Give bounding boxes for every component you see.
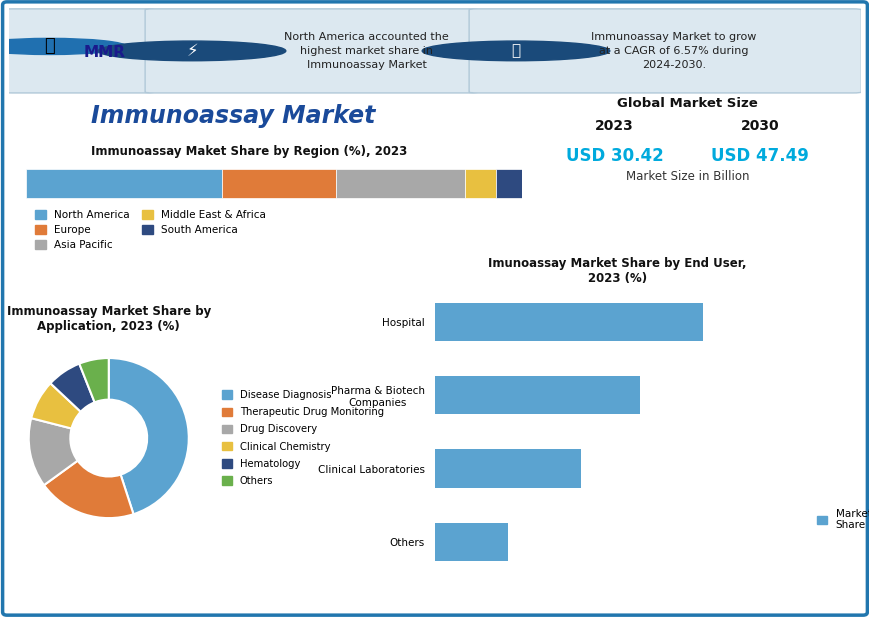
Text: 🌐: 🌐 bbox=[44, 38, 55, 56]
Text: Immunoassay Market: Immunoassay Market bbox=[90, 104, 375, 128]
Text: Immunoassay Market to grow
at a CAGR of 6.57% during
2024-2030.: Immunoassay Market to grow at a CAGR of … bbox=[590, 32, 755, 70]
Legend: North America, Europe, Asia Pacific, Middle East & Africa, South America: North America, Europe, Asia Pacific, Mid… bbox=[31, 205, 270, 254]
Text: USD 30.42: USD 30.42 bbox=[565, 147, 663, 165]
Bar bbox=[465, 169, 495, 198]
Text: USD 47.49: USD 47.49 bbox=[710, 147, 808, 165]
Legend: Disease Diagnosis, Therapeutic Drug Monitoring, Drug Discovery, Clinical Chemist: Disease Diagnosis, Therapeutic Drug Moni… bbox=[217, 386, 388, 490]
Bar bbox=[335, 169, 465, 198]
Text: 2023: 2023 bbox=[594, 119, 634, 133]
Text: Immunoassay Maket Share by Region (%), 2023: Immunoassay Maket Share by Region (%), 2… bbox=[91, 144, 407, 158]
Bar bbox=[434, 450, 580, 487]
Wedge shape bbox=[31, 383, 81, 429]
Title: Immunoassay Market Share by
Application, 2023 (%): Immunoassay Market Share by Application,… bbox=[7, 305, 210, 333]
Text: Market Size in Billion: Market Size in Billion bbox=[625, 170, 748, 183]
Bar bbox=[434, 303, 702, 341]
Bar bbox=[495, 169, 521, 198]
Wedge shape bbox=[29, 418, 77, 485]
Wedge shape bbox=[44, 461, 133, 518]
Title: Imunoassay Market Share by End User,
2023 (%): Imunoassay Market Share by End User, 202… bbox=[488, 257, 746, 284]
Wedge shape bbox=[79, 358, 109, 402]
FancyBboxPatch shape bbox=[468, 9, 860, 93]
Text: ⚡: ⚡ bbox=[186, 42, 197, 60]
Circle shape bbox=[421, 41, 609, 60]
Text: 2030: 2030 bbox=[740, 119, 779, 133]
Wedge shape bbox=[50, 363, 95, 412]
Text: 🔥: 🔥 bbox=[511, 43, 520, 59]
FancyBboxPatch shape bbox=[145, 9, 477, 93]
Bar bbox=[222, 169, 335, 198]
Text: North America accounted the
highest market share in
Immunoassay Market: North America accounted the highest mark… bbox=[284, 32, 448, 70]
Circle shape bbox=[98, 41, 285, 60]
Bar bbox=[434, 523, 507, 561]
Circle shape bbox=[0, 38, 126, 54]
Wedge shape bbox=[109, 358, 189, 514]
Text: Global Market Size: Global Market Size bbox=[616, 97, 757, 110]
Legend: Market
Share: Market Share bbox=[812, 505, 869, 534]
FancyBboxPatch shape bbox=[4, 9, 154, 93]
Text: MMR: MMR bbox=[83, 45, 125, 60]
Bar bbox=[434, 376, 639, 414]
Bar bbox=[26, 169, 222, 198]
